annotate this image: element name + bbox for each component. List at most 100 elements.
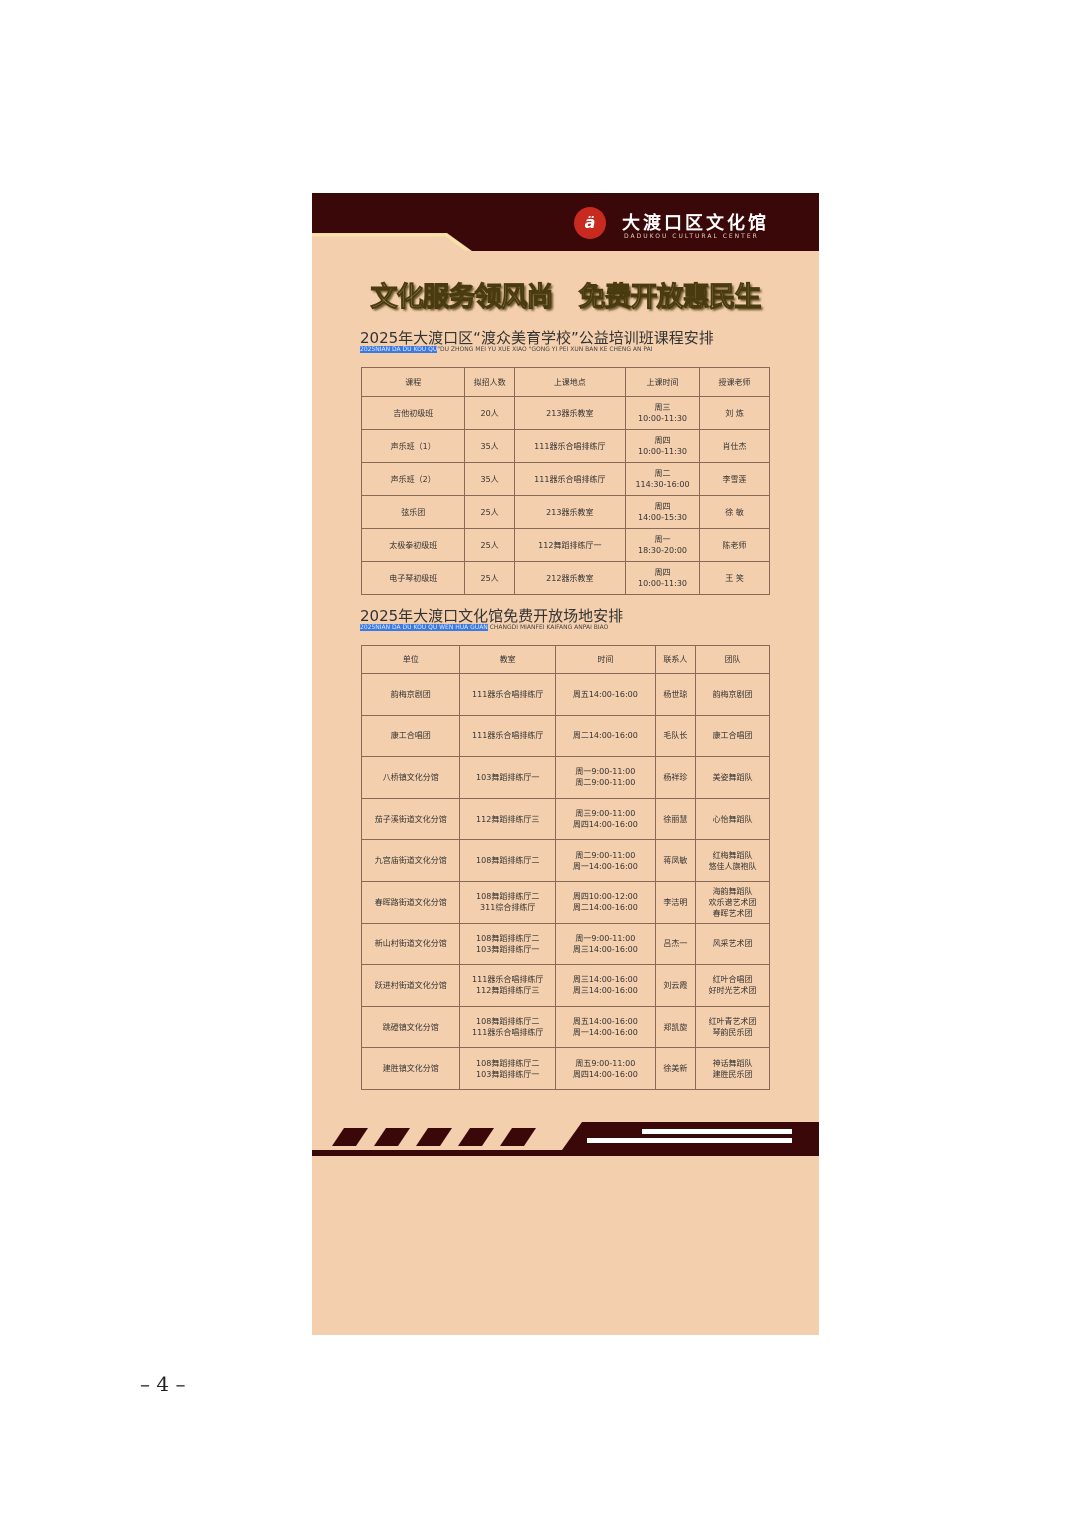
logo-english: DADUKOU CULTURAL CENTER [624,233,759,240]
table-cell: 红叶合唱团 好时光艺术团 [695,964,770,1007]
column-header: 单位 [360,645,461,674]
course-row: 声乐班（2） 35人 111器乐合唱排练厅 周二 114:30-16:00 李雪莲 [360,462,770,496]
table-cell: 蒋凤敏 [654,839,697,882]
venue-table: 单位 教室 时间 联系人 团队 韵梅京剧团 111器乐合唱排练厅 周五14:00-16:00 杨… [360,645,770,1090]
table-cell: 杨祥珍 [654,756,697,799]
table-cell: 35人 [464,429,515,463]
table-cell: 郑凯旋 [654,1005,697,1049]
table-cell: 声乐班（1） [360,429,466,463]
header-band [312,193,819,251]
table-cell: 周五14:00-16:00 [554,673,656,716]
subtitle-highlight: 2025NIAN DA DU KOU QU [360,346,438,353]
table-cell: 徐美新 [654,1047,697,1090]
table-cell: 李雪莲 [699,462,770,496]
table-cell: 弦乐团 [360,495,466,529]
poster: ä 大渡口区文化馆 DADUKOU CULTURAL CENTER 文化服务领风… [312,193,819,1335]
table-cell: 周一 18:30-20:00 [624,528,701,562]
column-header: 授课老师 [699,367,770,397]
table-cell: 周五14:00-16:00 周一14:00-16:00 [554,1005,656,1049]
table-cell: 茄子溪街道文化分馆 [360,797,461,841]
table-cell: 八桥镇文化分馆 [360,756,461,799]
table-cell: 周二14:00-16:00 [554,714,656,758]
table-cell: 111器乐合唱排练厅 [513,462,626,496]
table-cell: 周一9:00-11:00 周三14:00-16:00 [554,922,656,966]
table-cell: 建胜镇文化分馆 [360,1047,461,1090]
table-cell: 跃进村街道文化分馆 [360,964,461,1007]
venue-row: 新山村街道文化分馆 108舞蹈排练厅二 103舞蹈排练厅一 周一9:00-11:00… [360,922,770,966]
table-cell: 海韵舞蹈队 欢乐谱艺术团 春晖艺术团 [695,880,770,924]
table-cell: 212器乐教室 [513,561,626,595]
venue-row: 春晖路街道文化分馆 108舞蹈排练厅二 311综合排练厅 周四10:00-12:00… [360,880,770,924]
table-cell: 心怡舞蹈队 [695,797,770,841]
section2-title: 2025年大渡口文化馆免费开放场地安排 [360,607,624,625]
logo-icon: ä [574,207,606,239]
column-header: 上课时间 [624,367,701,397]
table-cell: 九宫庙街道文化分馆 [360,839,461,882]
table-cell: 韵梅京剧团 [695,673,770,716]
table-cell: 周二 114:30-16:00 [624,462,701,496]
table-cell: 陈老师 [699,528,770,562]
table-cell: 杨世琼 [654,673,697,716]
table-cell: 红叶青艺术团 琴韵民乐团 [695,1005,770,1049]
table-cell: 周一9:00-11:00 周二9:00-11:00 [554,756,656,799]
table-cell: 新山村街道文化分馆 [360,922,461,966]
table-cell: 王 笑 [699,561,770,595]
table-cell: 周三9:00-11:00 周四14:00-16:00 [554,797,656,841]
table-cell: 跳磴镇文化分馆 [360,1005,461,1049]
table-cell: 电子琴初级班 [360,561,466,595]
subtitle-rest: CHANGDI MIANFEI KAIFANG ANPAI BIAO [489,624,609,631]
section2-subtitle: 2025NIAN DA DU KOU QU WEN HUA GUAN CHANG… [360,624,608,631]
table-cell: 周四 10:00-11:30 [624,429,701,463]
footer-band [312,1122,819,1156]
column-header: 教室 [459,645,556,674]
table-cell: 刘 炼 [699,396,770,430]
table-cell: 108舞蹈排练厅二 [459,839,556,882]
table-cell: 20人 [464,396,515,430]
column-header: 时间 [554,645,656,674]
venue-row: 跃进村街道文化分馆 111器乐合唱排练厅 112舞蹈排练厅三 周三14:00-16:… [360,964,770,1007]
table-cell: 111器乐合唱排练厅 [513,429,626,463]
column-header: 联系人 [654,645,697,674]
table-cell: 111器乐合唱排练厅 [459,673,556,716]
page-number: – 4 – [140,1372,186,1396]
table-cell: 108舞蹈排练厅二 111器乐合唱排练厅 [459,1005,556,1049]
table-cell: 徐 敏 [699,495,770,529]
section1-title: 2025年大渡口区“渡众美育学校”公益培训班课程安排 [360,329,714,347]
venue-row: 茄子溪街道文化分馆 112舞蹈排练厅三 周三9:00-11:00 周四14:00-1… [360,797,770,841]
column-header: 课程 [360,367,466,397]
table-cell: 35人 [464,462,515,496]
table-cell: 108舞蹈排练厅二 103舞蹈排练厅一 [459,922,556,966]
column-header: 团队 [695,645,770,674]
table-cell: 112舞蹈排练厅三 [459,797,556,841]
table-cell: 周五9:00-11:00 周四14:00-16:00 [554,1047,656,1090]
table-cell: 108舞蹈排练厅二 103舞蹈排练厅一 [459,1047,556,1090]
course-row: 吉他初级班 20人 213器乐教室 周三 10:00-11:30 刘 炼 [360,396,770,430]
table-cell: 111器乐合唱排练厅 [459,714,556,758]
venue-row: 九宫庙街道文化分馆 108舞蹈排练厅二 周二9:00-11:00 周一14:00-1… [360,839,770,882]
table-cell: 韵梅京剧团 [360,673,461,716]
table-cell: 吕杰一 [654,922,697,966]
table-cell: 美姿舞蹈队 [695,756,770,799]
table-cell: 周四10:00-12:00 周二14:00-16:00 [554,880,656,924]
venue-row: 韵梅京剧团 111器乐合唱排练厅 周五14:00-16:00 杨世琼 韵梅京剧团 [360,673,770,716]
venue-row: 建胜镇文化分馆 108舞蹈排练厅二 103舞蹈排练厅一 周五9:00-11:00 周… [360,1047,770,1090]
header-row: 单位 教室 时间 联系人 团队 [360,645,770,674]
table-cell: 213器乐教室 [513,396,626,430]
table-cell: 康工合唱团 [695,714,770,758]
table-cell: 吉他初级班 [360,396,466,430]
table-cell: 213器乐教室 [513,495,626,529]
slogan: 文化服务领风尚 免费开放惠民生 [370,282,762,314]
logo-text: 大渡口区文化馆 [622,213,769,234]
course-row: 太极拳初级班 25人 112舞蹈排练厅一 周一 18:30-20:00 陈老师 [360,528,770,562]
venue-row: 跳磴镇文化分馆 108舞蹈排练厅二 111器乐合唱排练厅 周五14:00-16:00… [360,1005,770,1049]
table-cell: 周四 14:00-15:30 [624,495,701,529]
table-cell: 康工合唱团 [360,714,461,758]
table-cell: 神话舞蹈队 建胜民乐团 [695,1047,770,1090]
table-cell: 李洁明 [654,880,697,924]
course-row: 弦乐团 25人 213器乐教室 周四 14:00-15:30 徐 敏 [360,495,770,529]
table-cell: 周三 10:00-11:30 [624,396,701,430]
table-cell: 周三14:00-16:00 周三14:00-16:00 [554,964,656,1007]
table-cell: 112舞蹈排练厅一 [513,528,626,562]
table-cell: 25人 [464,528,515,562]
table-cell: 111器乐合唱排练厅 112舞蹈排练厅三 [459,964,556,1007]
